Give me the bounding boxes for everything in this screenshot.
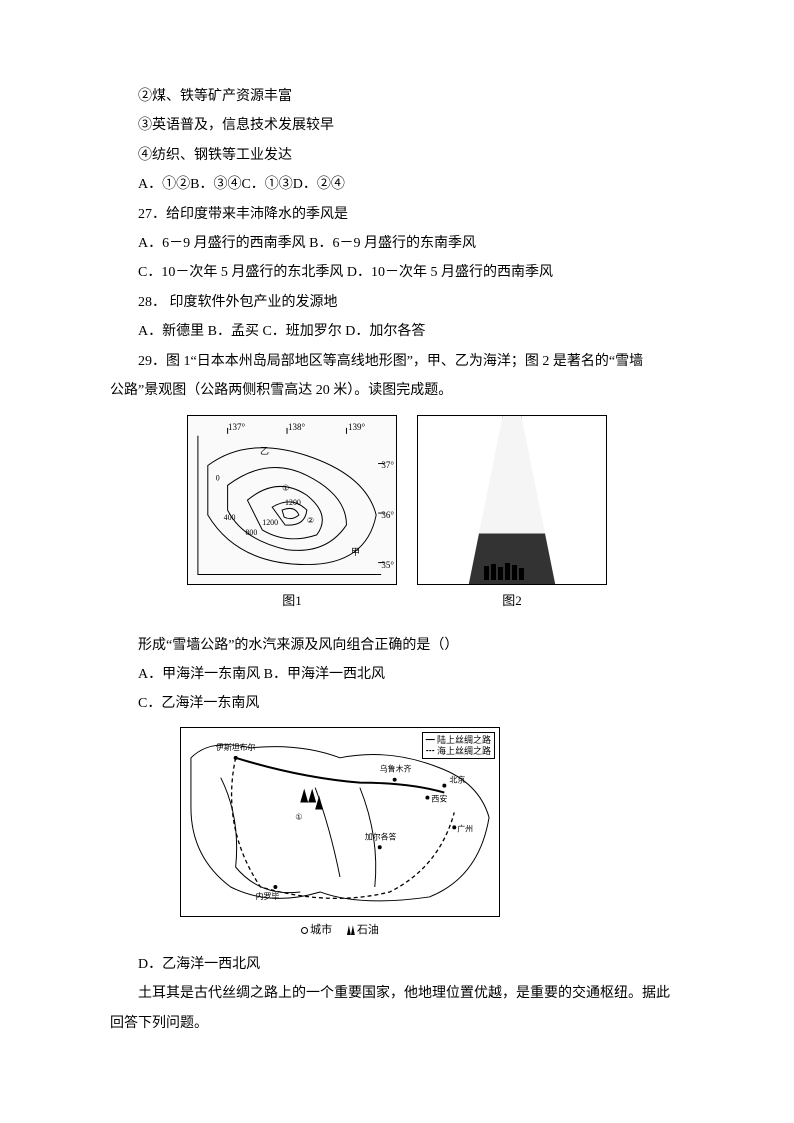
figure-2-box: 图2 xyxy=(417,415,607,616)
city-istanbul: 伊斯坦布尔 xyxy=(216,742,256,752)
q29-stem-a: 29．图 1“日本本州岛局部地区等高线地形图”，甲、乙为海洋；图 2 是著名的“… xyxy=(110,347,684,376)
turkey-para-2: 回答下列问题。 xyxy=(110,1009,684,1038)
map-legend-bottom: 城市 石油 xyxy=(180,919,500,942)
svg-text:1200: 1200 xyxy=(285,498,301,507)
svg-text:①: ① xyxy=(295,812,302,821)
silk-road-map-box: ━ 陆上丝绸之路 ┅ 海上丝绸之路 伊斯坦布尔 北京 西安 广州 乌鲁木齐 加尔… xyxy=(180,727,500,942)
q29-option-c: C．乙海洋一东南风 xyxy=(110,689,684,718)
snow-wall-right xyxy=(521,416,606,584)
svg-text:②: ② xyxy=(307,516,314,525)
q29-question: 形成“雪墙公路”的水汽来源及风向组合正确的是（） xyxy=(110,631,684,660)
city-kolkata: 加尔各答 xyxy=(365,831,397,841)
people-silhouette xyxy=(484,560,534,580)
legend-city-label: 城市 xyxy=(310,924,332,936)
q27-options-cd: C．10－次年 5 月盛行的东北季风 D．10－次年 5 月盛行的西南季风 xyxy=(110,258,684,287)
q28-stem: 28． 印度软件外包产业的发源地 xyxy=(110,288,684,317)
statement-4: ④纺织、钢铁等工业发达 xyxy=(110,141,684,170)
svg-text:1200: 1200 xyxy=(262,518,278,527)
snow-wall-left xyxy=(418,416,503,584)
statement-3: ③英语普及，信息技术发展较早 xyxy=(110,111,684,140)
city-marker-icon xyxy=(301,927,308,934)
figure-1-label: 图1 xyxy=(282,587,302,614)
figure-2-snow-wall xyxy=(417,415,607,585)
city-wulumuqi: 乌鲁木齐 xyxy=(380,764,412,774)
svg-text:400: 400 xyxy=(224,513,236,522)
figure-2-label: 图2 xyxy=(502,587,522,614)
q29-stem-b: 公路”景观图（公路两侧积雪高达 20 米）。读图完成题。 xyxy=(110,376,684,405)
figure-1-box: 137° 138° 139° 37° 36° 35° 乙 甲 0 xyxy=(187,415,397,616)
city-nairobi: 内罗毕 xyxy=(256,891,280,901)
turkey-para-1: 土耳其是古代丝绸之路上的一个重要国家，他地理位置优越，是重要的交通枢纽。据此 xyxy=(110,979,684,1008)
svg-text:800: 800 xyxy=(245,528,257,537)
figure-row: 137° 138° 139° 37° 36° 35° 乙 甲 0 xyxy=(110,415,684,616)
silk-road-map: ━ 陆上丝绸之路 ┅ 海上丝绸之路 伊斯坦布尔 北京 西安 广州 乌鲁木齐 加尔… xyxy=(180,727,500,917)
q26-options: A．①②B．③④C．①③D．②④ xyxy=(110,170,684,199)
q29-option-d: D．乙海洋一西北风 xyxy=(110,950,684,979)
city-beijing: 北京 xyxy=(449,775,465,785)
contour-svg: 0 400 800 1200 1200 ① ② xyxy=(188,416,396,584)
statement-2: ②煤、铁等矿产资源丰富 xyxy=(110,82,684,111)
svg-text:①: ① xyxy=(282,484,289,493)
city-xian: 西安 xyxy=(431,793,447,803)
figure-1-contour-map: 137° 138° 139° 37° 36° 35° 乙 甲 0 xyxy=(187,415,397,585)
q29-option-ab: A．甲海洋一东南风 B．甲海洋一西北风 xyxy=(110,660,684,689)
city-guangzhou: 广州 xyxy=(457,823,473,833)
q27-stem: 27．给印度带来丰沛降水的季风是 xyxy=(110,200,684,229)
map-svg: 伊斯坦布尔 北京 西安 广州 乌鲁木齐 加尔各答 内罗毕 ① xyxy=(181,728,499,917)
q28-options: A．新德里 B．孟买 C．班加罗尔 D．加尔各答 xyxy=(110,317,684,346)
legend-oil-label: 石油 xyxy=(357,924,379,936)
q27-options-ab: A．6－9 月盛行的西南季风 B．6－9 月盛行的东南季风 xyxy=(110,229,684,258)
svg-text:0: 0 xyxy=(216,474,220,483)
oil-icon xyxy=(345,925,355,935)
